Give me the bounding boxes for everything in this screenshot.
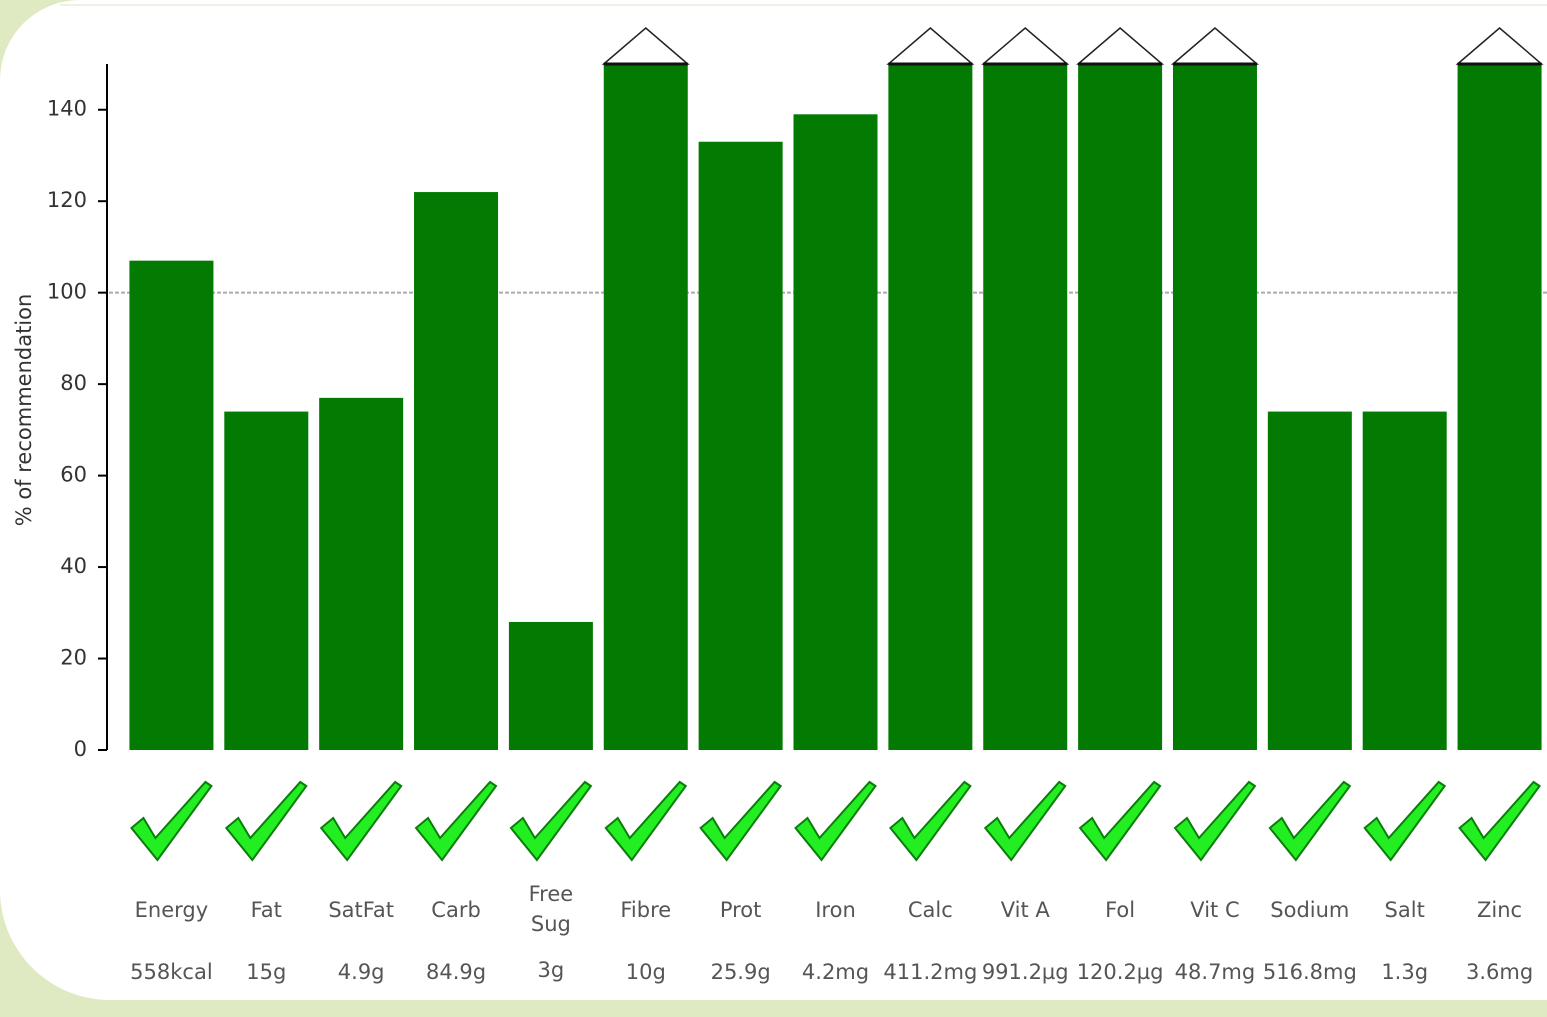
status-check: [1268, 780, 1352, 862]
status-check: [794, 780, 877, 862]
status-check: [319, 780, 403, 862]
x-tick-label: Zinc: [1477, 898, 1523, 922]
x-tick-label: Vit A: [1000, 898, 1050, 922]
x-tick-label: Fat: [250, 898, 282, 922]
y-tick-label: 0: [74, 737, 87, 761]
status-check: [888, 780, 972, 862]
category-column: Vit A 991.2µg: [965, 895, 1085, 1017]
amount-label: 84.9g: [425, 960, 487, 984]
x-tick-label: Free Sug: [528, 882, 574, 936]
x-tick-label: Iron: [815, 898, 856, 922]
amount-label: 4.2mg: [801, 960, 870, 984]
overflow-marker: [1170, 27, 1259, 65]
x-tick-label: Calc: [907, 898, 953, 922]
category-column: Sodium 516.8mg: [1250, 895, 1370, 1017]
y-tick-label: 80: [60, 371, 87, 395]
status-check: [699, 780, 783, 862]
status-check: [509, 780, 593, 862]
category-column: Calc 411.2mg: [870, 895, 990, 1017]
amount-label: 15g: [246, 960, 287, 984]
category-column: Free Sug 3g: [491, 878, 611, 1000]
bar: [1457, 64, 1542, 750]
y-tick-label: 140: [47, 97, 87, 121]
y-tick-label: 60: [60, 463, 87, 487]
bar: [1172, 64, 1257, 750]
status-check: [224, 780, 308, 862]
status-check: [130, 780, 213, 862]
status-check: [983, 780, 1067, 862]
bar: [319, 397, 404, 750]
status-check: [1078, 780, 1162, 862]
x-tick-label: SatFat: [328, 898, 394, 922]
bar: [698, 141, 783, 750]
category-column: Vit C 48.7mg: [1155, 895, 1275, 1017]
bar: [224, 411, 309, 750]
amount-label: 3g: [537, 958, 565, 982]
category-column: Fibre 10g: [586, 895, 706, 1017]
x-tick-label: Energy: [134, 898, 209, 922]
bar: [1362, 411, 1447, 750]
amount-label: 411.2mg: [883, 960, 978, 984]
bar: [793, 114, 878, 751]
status-check: [1363, 780, 1447, 862]
x-tick-label: Fol: [1105, 898, 1136, 922]
amount-label: 516.8mg: [1262, 960, 1357, 984]
amount-label: 3.6mg: [1465, 960, 1534, 984]
y-axis-label: % of recommendation: [12, 294, 36, 527]
bar: [888, 64, 973, 750]
amount-label: 558kcal: [130, 960, 213, 984]
x-tick-label: Prot: [719, 898, 762, 922]
bar: [983, 64, 1068, 750]
bar: [414, 192, 499, 750]
category-column: SatFat 4.9g: [301, 895, 421, 1017]
category-column: Zinc 3.6mg: [1440, 895, 1547, 1017]
category-column: Iron 4.2mg: [776, 895, 896, 1017]
overflow-marker: [601, 27, 690, 65]
bar: [1267, 411, 1352, 750]
amount-label: 4.9g: [337, 960, 385, 984]
x-tick-label: Salt: [1384, 898, 1425, 922]
overflow-marker: [1455, 27, 1544, 65]
category-column: Fat 15g: [206, 895, 326, 1017]
overflow-marker: [1076, 27, 1165, 65]
y-tick-label: 120: [47, 188, 87, 212]
category-column: Carb 84.9g: [396, 895, 516, 1017]
amount-label: 48.7mg: [1174, 960, 1256, 984]
amount-label: 120.2µg: [1076, 960, 1164, 984]
amount-label: 1.3g: [1381, 960, 1429, 984]
amount-label: 10g: [625, 960, 666, 984]
overflow-marker: [886, 27, 975, 65]
category-column: Energy 558kcal: [111, 895, 231, 1017]
bar: [129, 260, 214, 750]
bar: [603, 64, 688, 750]
x-tick-label: Sodium: [1270, 898, 1350, 922]
x-tick-label: Fibre: [620, 898, 672, 922]
y-tick-label: 40: [60, 554, 87, 578]
amount-label: 25.9g: [710, 960, 771, 984]
category-column: Prot 25.9g: [681, 895, 801, 1017]
x-tick-label: Vit C: [1190, 898, 1240, 922]
category-column: Fol 120.2µg: [1060, 895, 1180, 1017]
bar: [508, 621, 593, 750]
status-check: [414, 780, 498, 862]
status-check: [1173, 780, 1257, 862]
y-tick-label: 20: [60, 646, 87, 670]
y-tick-label: 100: [47, 280, 87, 304]
amount-label: 991.2µg: [981, 960, 1069, 984]
category-column: Salt 1.3g: [1345, 895, 1465, 1017]
status-check: [1458, 780, 1541, 862]
status-check: [604, 780, 688, 862]
overflow-marker: [981, 27, 1070, 65]
x-tick-label: Carb: [431, 898, 481, 922]
bar: [1078, 64, 1163, 750]
